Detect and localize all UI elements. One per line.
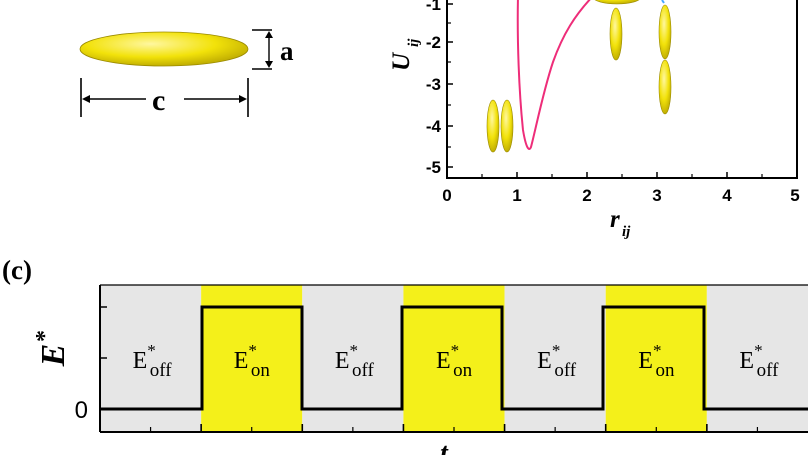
a-arrow-down-icon bbox=[265, 61, 273, 68]
c-arrow-left-icon bbox=[82, 95, 90, 103]
t-shape-horizontal-ellipsoid bbox=[594, 0, 640, 5]
e-star-axis-label: E * bbox=[32, 330, 72, 367]
x-axis-label-sub: ij bbox=[622, 224, 631, 240]
ellipsoid-shape bbox=[79, 31, 249, 67]
x-ticks bbox=[481, 172, 763, 178]
x-tick-label: 4 bbox=[722, 186, 732, 205]
e-on-label: E* on bbox=[234, 341, 271, 381]
e-star-axis-label-sup: * bbox=[32, 330, 58, 342]
c-label: c bbox=[152, 84, 165, 117]
e-on-label: E* on bbox=[436, 341, 473, 381]
y-tick-label: -3 bbox=[426, 75, 441, 94]
x-axis-label-main: r bbox=[610, 206, 620, 233]
y-ticks bbox=[447, 3, 453, 168]
y-tick-label: -5 bbox=[426, 158, 441, 177]
x-tick-label: 0 bbox=[442, 186, 451, 205]
a-label: a bbox=[280, 36, 294, 66]
potential-plot: -1 -2 -3 -4 -5 0 1 2 3 4 5 U ij r ij bbox=[388, 0, 800, 240]
e-on-label: E* on bbox=[638, 341, 675, 381]
x-tick-label: 2 bbox=[582, 186, 591, 205]
x-tick-label: 3 bbox=[652, 186, 661, 205]
c-arrow-right-icon bbox=[239, 95, 247, 103]
y-tick-label: -2 bbox=[426, 33, 441, 52]
field-on-band bbox=[403, 285, 505, 432]
end-to-end-ellipsoid-top bbox=[658, 4, 672, 60]
y-tick-label: -1 bbox=[426, 0, 441, 14]
x-tick-label: 1 bbox=[512, 186, 521, 205]
phase-labels: E* off E* on E* off E* on E* off E* on E* off bbox=[133, 341, 780, 381]
e-off-label: E* off bbox=[133, 341, 173, 381]
potential-curve bbox=[516, 0, 591, 150]
side-by-side-ellipsoid-right bbox=[500, 99, 514, 153]
y-tick-label: -4 bbox=[426, 117, 442, 136]
e-off-label: E* off bbox=[537, 341, 577, 381]
e-star-axis-label-main: E bbox=[35, 344, 72, 368]
y-axis-label: U ij bbox=[388, 38, 422, 71]
ellipsoid-schematic: a c bbox=[79, 29, 294, 117]
y-axis-label-main: U bbox=[388, 51, 415, 71]
panel-c-label: (c) bbox=[2, 255, 32, 285]
side-by-side-ellipsoid-left bbox=[486, 99, 500, 153]
field-on-band bbox=[201, 285, 303, 432]
panel-c-x-ticks bbox=[149, 424, 759, 432]
curve-blue-segment bbox=[661, 0, 665, 4]
x-tick-label: 5 bbox=[790, 186, 799, 205]
e-off-label: E* off bbox=[739, 341, 779, 381]
end-to-end-ellipsoid-bottom bbox=[658, 59, 672, 115]
field-protocol-panel: (c) E* off E* on E* off E* on E* off E* on E* off 0 E… bbox=[2, 255, 808, 455]
y-axis-label-sub: ij bbox=[406, 38, 422, 47]
e-off-label: E* off bbox=[335, 341, 375, 381]
square-wave bbox=[100, 305, 808, 411]
zero-label: 0 bbox=[75, 397, 88, 424]
time-axis-label: t bbox=[440, 438, 449, 455]
a-arrow-up-icon bbox=[265, 31, 273, 38]
t-shape-vertical-ellipsoid bbox=[609, 7, 623, 61]
field-on-band bbox=[605, 285, 707, 432]
